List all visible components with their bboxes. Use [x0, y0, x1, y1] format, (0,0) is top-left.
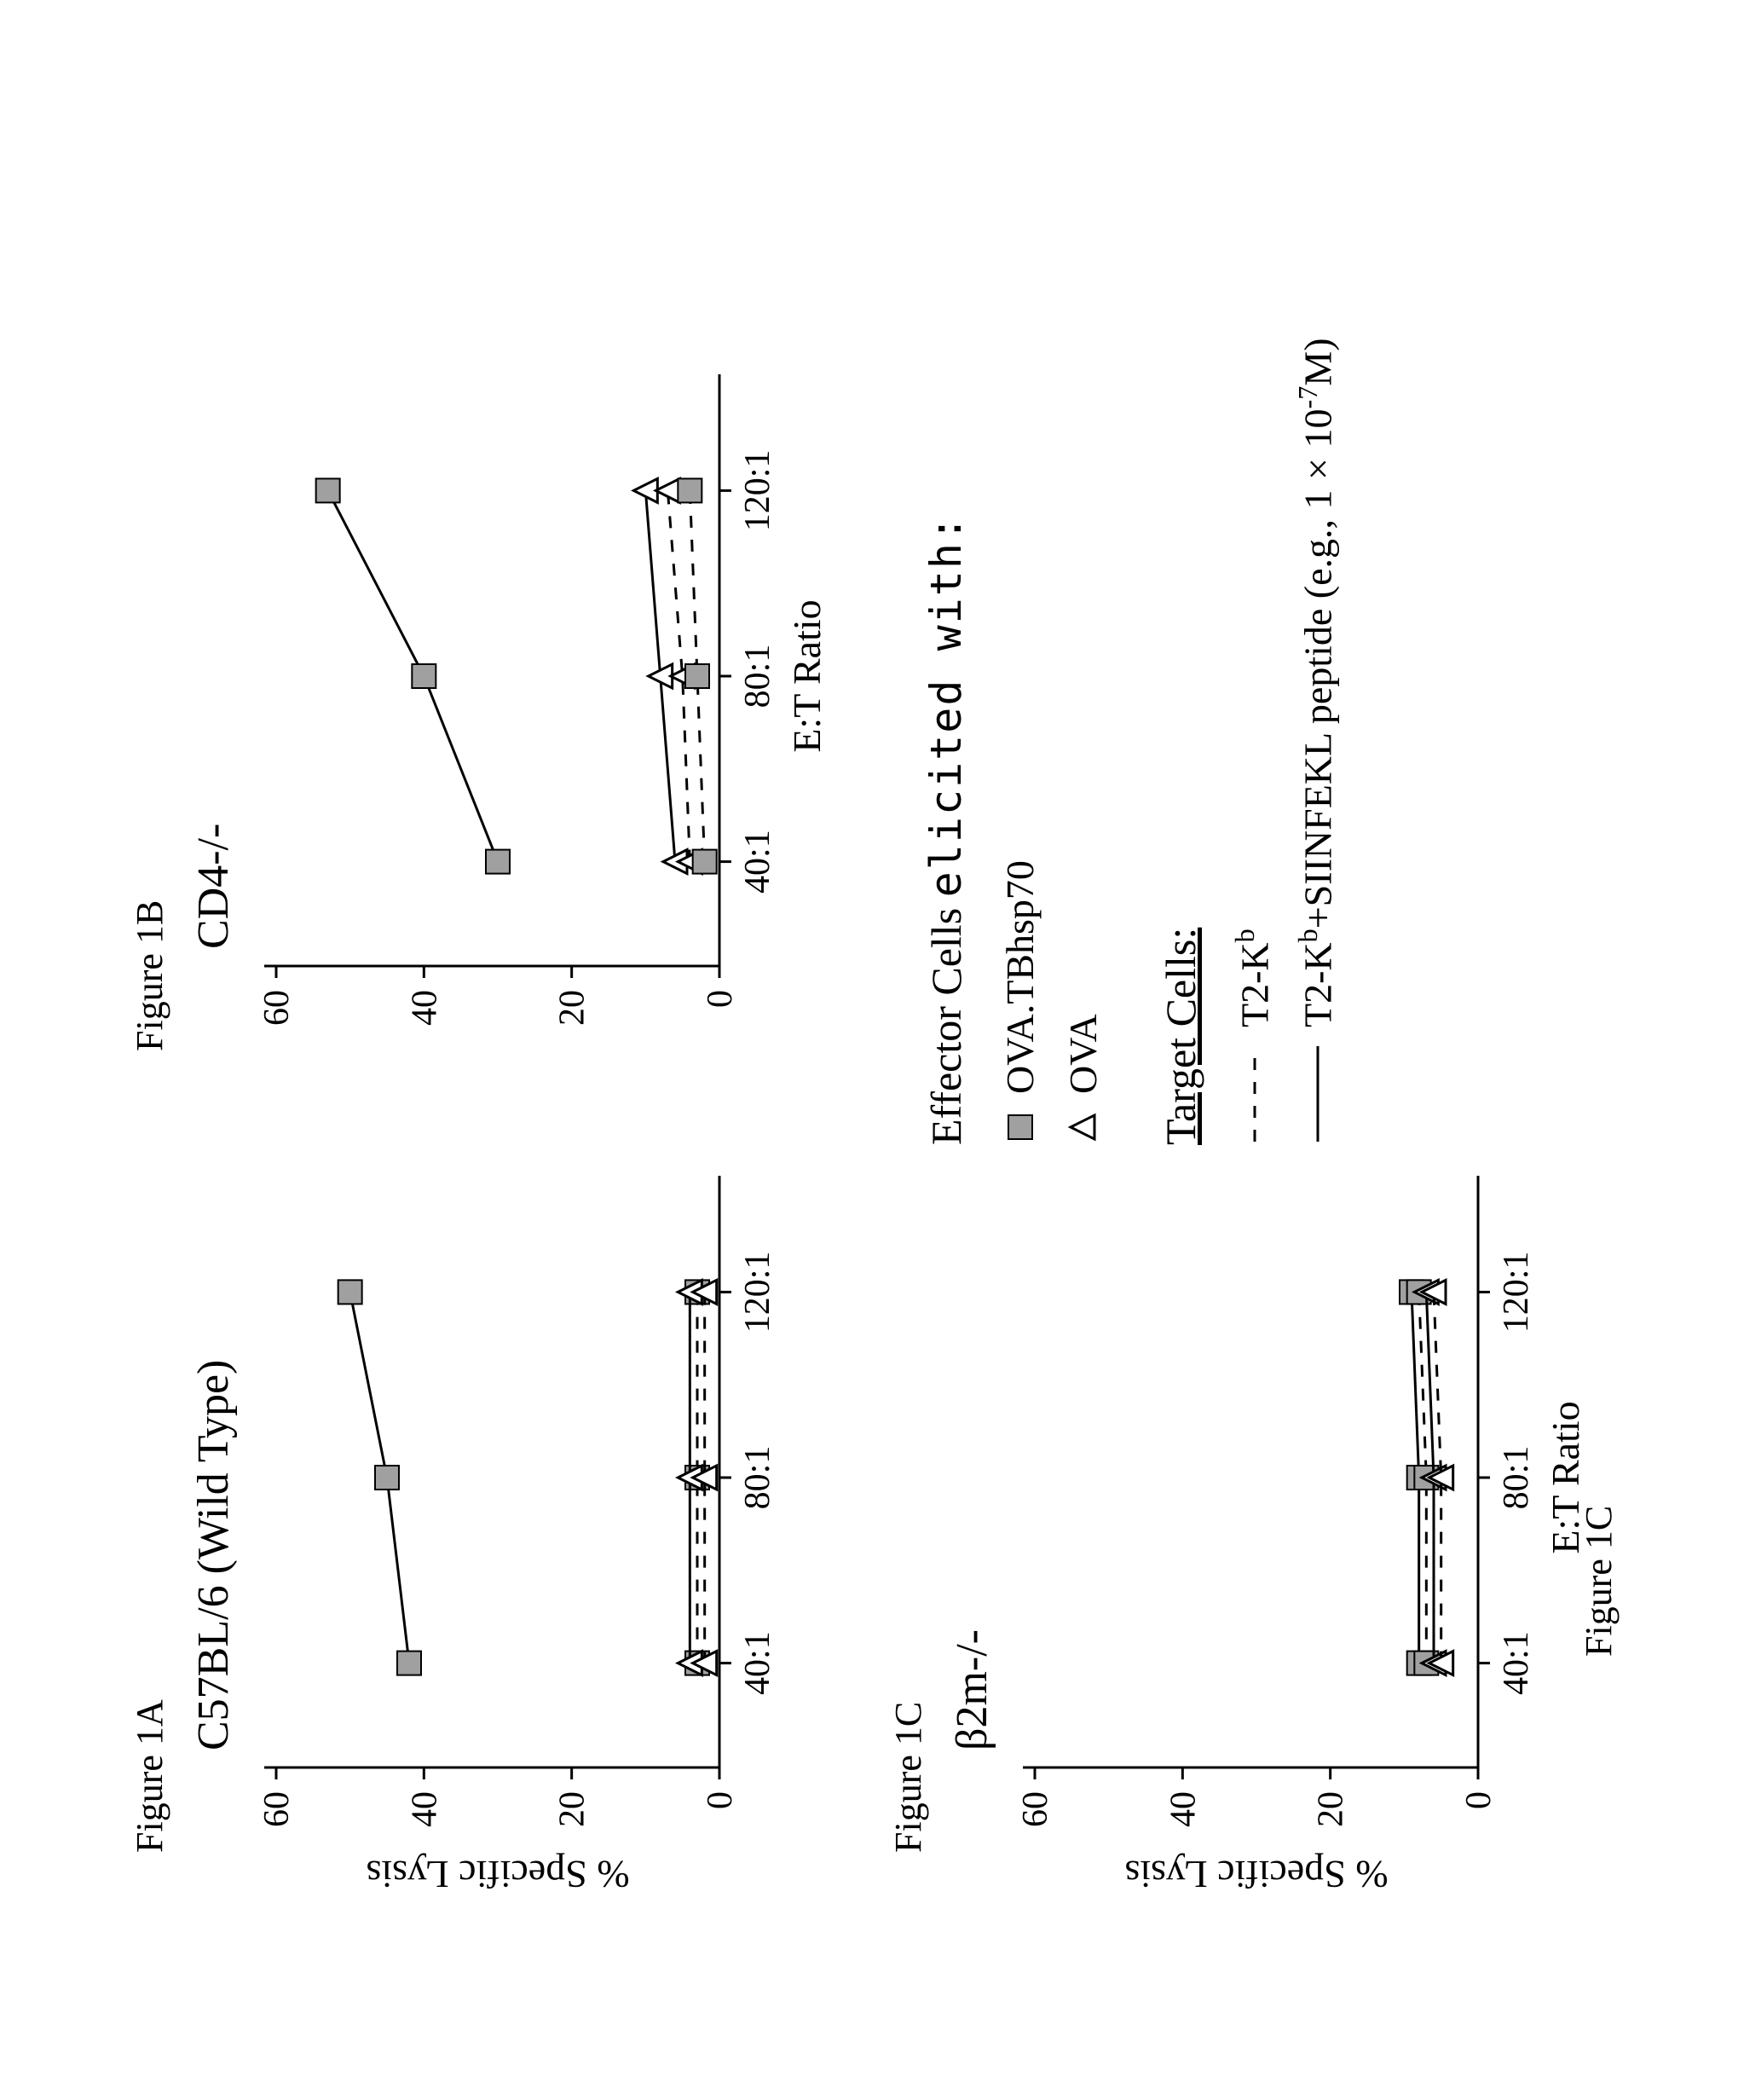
- svg-text:40: 40: [405, 1791, 444, 1827]
- svg-text:80:1: 80:1: [738, 645, 777, 709]
- legend-target-label: T2-Kb+SIINFEKL peptide (e.g., 1 × 10-7M): [1286, 338, 1349, 1027]
- panel-b-title: CD4-/-: [188, 335, 239, 949]
- svg-text:120:1: 120:1: [738, 1252, 777, 1333]
- svg-text:60: 60: [257, 990, 297, 1026]
- panel-c-title: β2m-/-: [947, 1137, 997, 1750]
- legend-effector-item: OVA.TBhsp70: [989, 338, 1052, 1145]
- svg-text:20: 20: [553, 1791, 592, 1827]
- svg-text:80:1: 80:1: [738, 1446, 777, 1510]
- svg-text:60: 60: [257, 1791, 297, 1827]
- svg-text:80:1: 80:1: [1497, 1446, 1536, 1510]
- panel-c-bottom-label: Figure 1C: [1577, 1506, 1620, 1657]
- panel-b-fig-label: Figure 1B: [128, 335, 171, 1051]
- svg-text:60: 60: [1016, 1791, 1055, 1827]
- svg-text:40:1: 40:1: [1497, 1631, 1536, 1695]
- svg-text:20: 20: [553, 990, 592, 1026]
- legend-effector-label: OVA: [1052, 1014, 1115, 1094]
- svg-text:120:1: 120:1: [1497, 1252, 1536, 1333]
- legend-effector-label: OVA.TBhsp70: [989, 860, 1052, 1094]
- svg-text:0: 0: [1459, 1791, 1499, 1809]
- legend-target-title: Target Cells:: [1146, 338, 1215, 1145]
- svg-text:% Specific Lysis: % Specific Lysis: [1124, 1853, 1388, 1896]
- legend-target-label: T2-Kb: [1223, 929, 1286, 1027]
- svg-text:20: 20: [1312, 1791, 1351, 1827]
- panel-a-fig-label: Figure 1A: [128, 1137, 171, 1853]
- svg-text:% Specific Lysis: % Specific Lysis: [366, 1853, 629, 1896]
- legend-target-item: T2-Kb+SIINFEKL peptide (e.g., 1 × 10-7M): [1286, 338, 1349, 1145]
- legend-target-item: T2-Kb: [1223, 338, 1286, 1145]
- panel-a-title: C57BL/6 (Wild Type): [188, 1137, 239, 1750]
- svg-text:40: 40: [405, 990, 444, 1026]
- panel-b: Figure 1B CD4-/- 0 20 40 60 40:1 80:1 120:1 E:T R…: [128, 335, 834, 1085]
- svg-text:40:1: 40:1: [738, 1631, 777, 1695]
- legend-effector-title: Effector Cells elicited with:: [912, 338, 980, 1145]
- legend: Effector Cells elicited with:OVA.TBhsp70…: [912, 338, 1349, 1145]
- svg-text:40: 40: [1164, 1791, 1203, 1827]
- panel-c-fig-label: Figure 1C: [886, 1137, 930, 1853]
- panel-c: Figure 1Cβ2m-/-020406040:180:1120:1% Spe…: [886, 1137, 1593, 1887]
- svg-text:E:T Ratio: E:T Ratio: [785, 599, 829, 752]
- svg-text:0: 0: [701, 1791, 740, 1809]
- panel-a: Figure 1A C57BL/6 (Wild Type) 0 20 40 60 40:1 8…: [128, 1137, 834, 1887]
- svg-text:40:1: 40:1: [738, 830, 777, 894]
- legend-effector-item: OVA: [1052, 338, 1115, 1145]
- svg-text:0: 0: [701, 990, 740, 1008]
- svg-text:120:1: 120:1: [738, 450, 777, 532]
